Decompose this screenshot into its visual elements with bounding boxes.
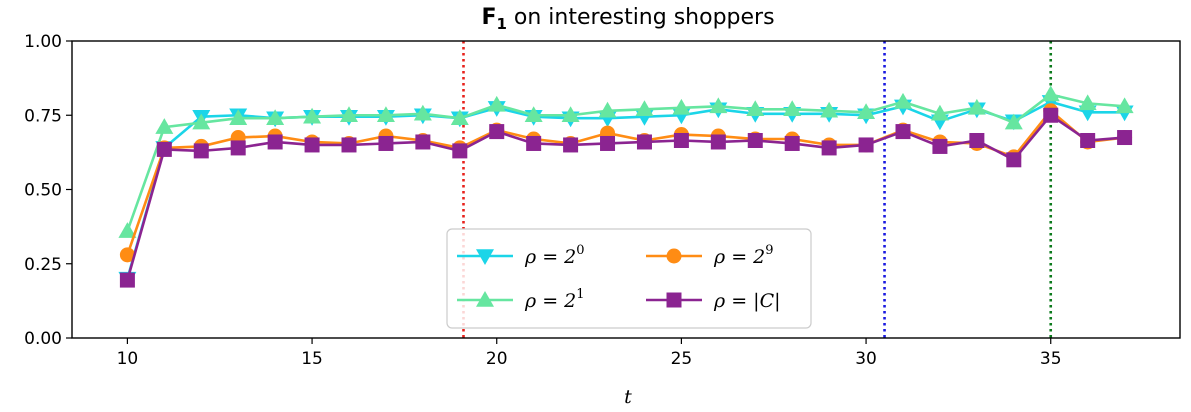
series-4-point [452,143,468,159]
series-2 [118,85,1134,238]
series-2-point [487,95,506,112]
x-tick-label: 15 [301,349,323,369]
series-4-point [230,140,246,156]
x-tick-label: 20 [486,349,508,369]
y-tick-label: 0.25 [24,255,62,275]
legend-label-1: ρ = 20 [524,243,585,268]
legend-marker-3 [666,248,682,264]
series-2-point [155,118,174,134]
series-2-point [340,106,358,122]
legend-label-superscript: 9 [765,243,773,258]
series-4-point [747,132,763,148]
series-4-point [636,134,652,150]
x-axis-label: t [624,386,632,408]
series-2-point [1115,97,1134,114]
y-tick-label: 0.75 [24,106,62,126]
series-2-point [672,98,691,115]
series-4-point [267,134,283,150]
series-2-point [783,100,802,117]
series-4-point [193,143,209,159]
x-tick-label: 10 [117,349,139,369]
series-4-point [969,132,985,148]
legend-label-superscript: 1 [576,287,584,302]
legend-label-base: ρ = 2 [524,246,576,268]
legend-marker-1 [476,249,494,265]
x-tick-label: 25 [671,349,693,369]
series-4-point [563,137,579,153]
series-4-point [932,138,948,154]
series-2-point [561,106,580,122]
series-3-point [119,247,135,263]
series-4-point [304,137,320,153]
series-4-point [821,140,837,156]
series-2-point [1041,85,1060,102]
series-2-point [746,100,765,117]
series-2-point [967,98,986,115]
series-4-point [1117,130,1133,146]
legend-label-base: ρ = 2 [524,290,576,312]
series-4-point [673,132,689,148]
series-2-point [930,104,949,121]
series-2-point [118,222,137,238]
series-2-point [709,97,728,114]
series-4 [119,107,1133,288]
series-4-point [710,134,726,150]
y-tick-label: 1.00 [24,32,62,52]
series-2-point [192,113,211,130]
series-4-point [858,137,874,153]
series-2-point [524,106,543,122]
chart-title-subscript: 1 [496,15,506,33]
series-2-point [229,109,248,125]
legend-label-base: ρ = |C| [713,290,781,312]
series-2-point [1078,94,1097,111]
series-4-line [126,113,1125,281]
chart-title: F1 on interesting shoppers [481,5,774,33]
series-2-line [126,93,1125,232]
series-2-point [376,106,395,122]
y-tick-label: 0.00 [24,329,62,349]
series-2-point [450,109,469,125]
series-4-point [119,272,135,288]
series-4-point [526,135,542,151]
legend-marker-2 [476,291,494,307]
series-2-point [894,92,912,109]
series-4-point [1006,152,1022,168]
series-2-point [1004,113,1023,130]
series-2-point [303,107,322,124]
series-4-point [1043,107,1059,123]
legend-label-2: ρ = 21 [524,287,585,312]
series-2-point [598,101,617,118]
legend-marker-4 [666,292,682,308]
series-4-point [600,135,616,151]
x-tick-label: 35 [1040,349,1062,369]
legend-label-3: ρ = 29 [713,243,774,268]
series-4-point [341,137,357,153]
legend-label-base: ρ = 2 [713,246,765,268]
series-4-point [156,141,172,157]
legend-box [446,228,812,329]
series-2-point [635,100,654,117]
series-2-point [820,101,839,118]
series-2-point [857,103,876,120]
y-tick-label: 0.50 [24,181,62,201]
series-4-point [895,124,911,140]
legend: ρ = 20ρ = 21ρ = 29ρ = |C| [446,228,812,329]
series-2-point [413,104,432,121]
series-4-point [378,135,394,151]
legend-label-4: ρ = |C| [713,290,781,312]
series-4-point [1080,132,1096,148]
series-4-point [489,124,505,140]
series-2-point [266,109,285,125]
axis-ticks: 10 15 20 25 30 350.000.250.500.751.00 [24,32,1061,369]
series-layer [118,85,1134,288]
x-tick-label: 30 [855,349,877,369]
chart-title-bold: F [481,5,496,30]
series-4-point [784,135,800,151]
legend-label-superscript: 0 [576,243,584,258]
chart-title-rest: on interesting shoppers [507,5,775,30]
series-4-point [415,134,431,150]
